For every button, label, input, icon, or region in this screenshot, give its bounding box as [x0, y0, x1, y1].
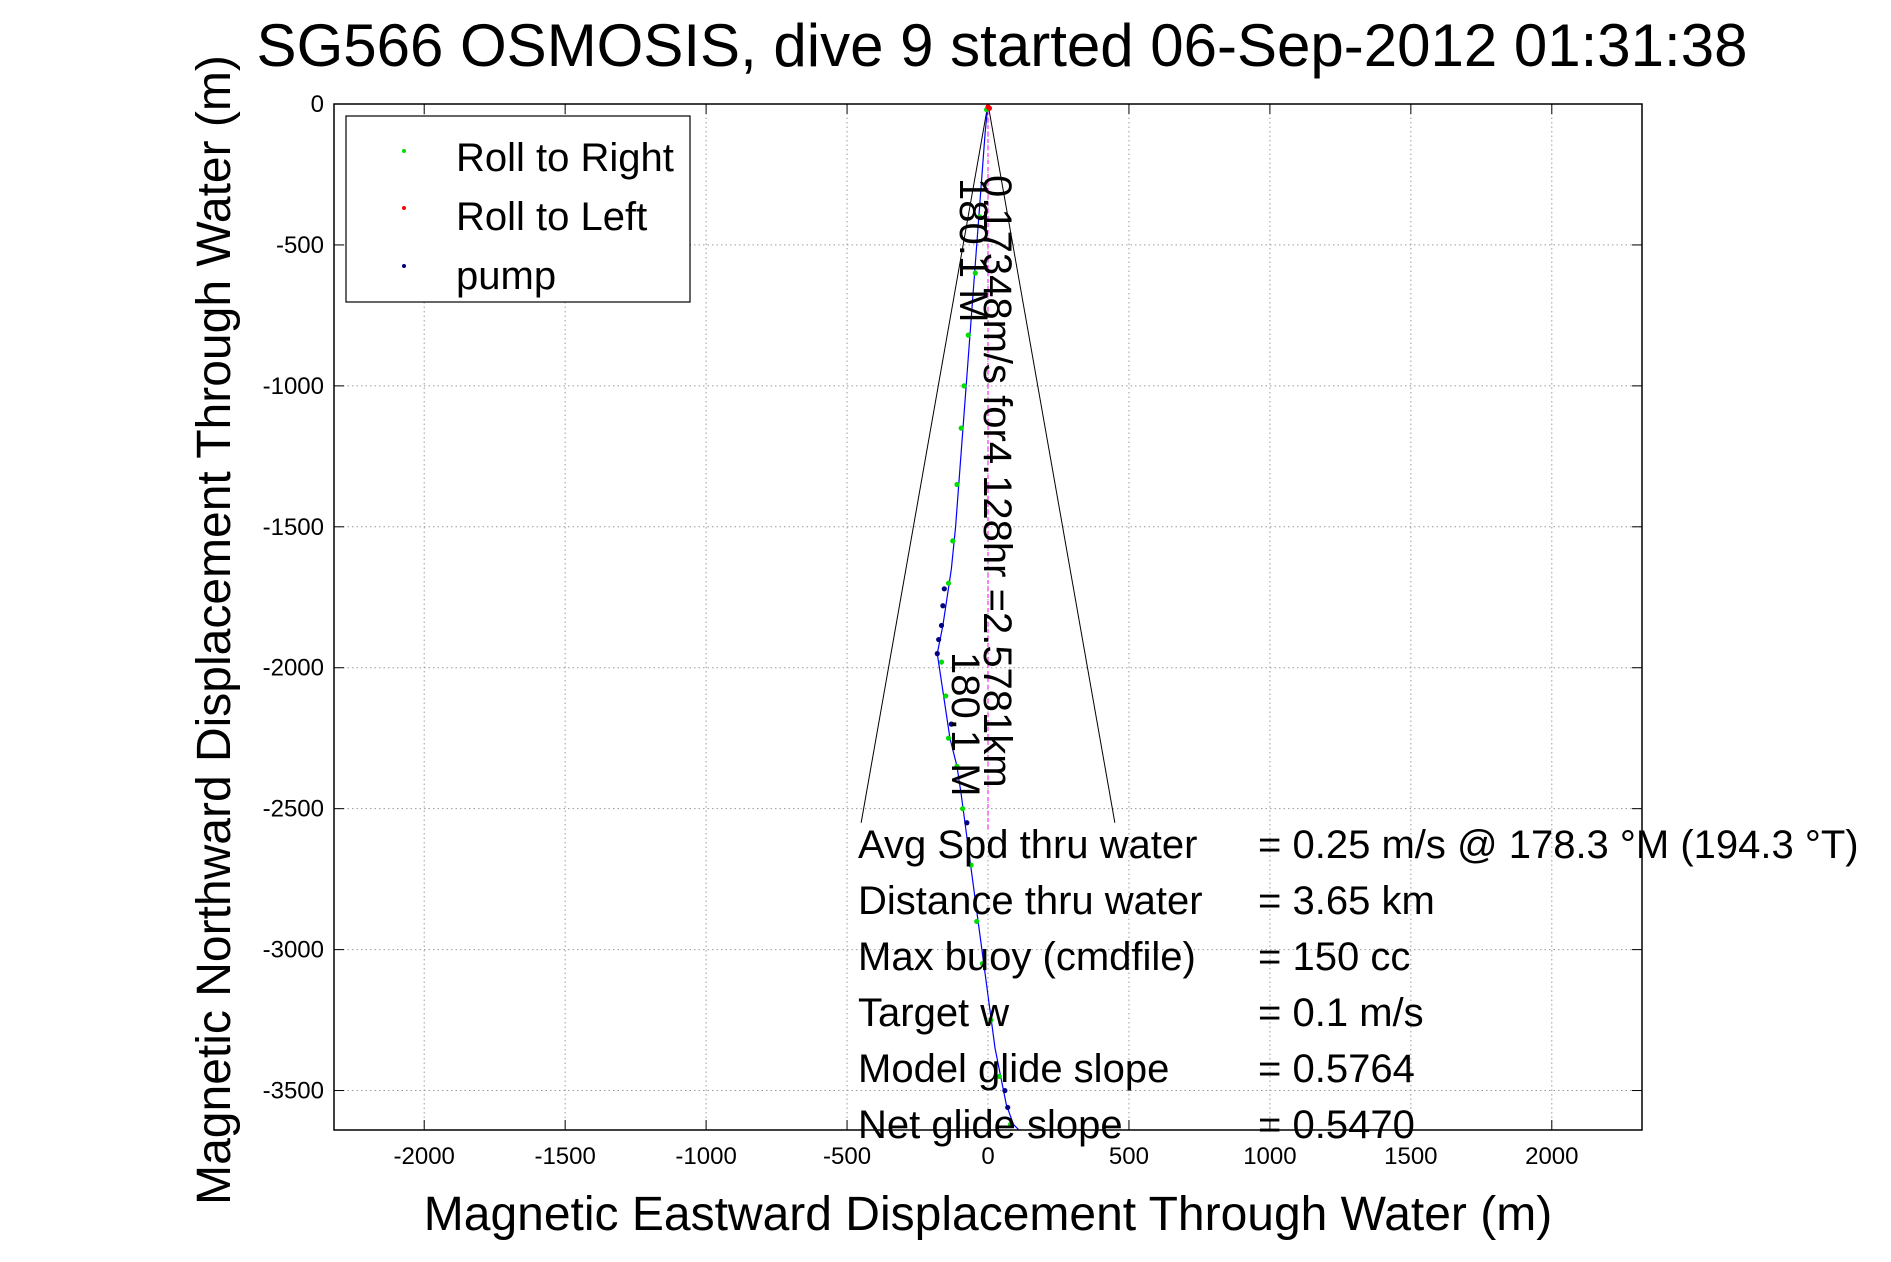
- y-axis-label: Magnetic Northward Displacement Through …: [188, 55, 241, 1205]
- point-pump: [936, 636, 942, 643]
- point-roll-to-right: [972, 270, 978, 276]
- y-tick-label: -1000: [263, 373, 324, 400]
- point-pump: [934, 651, 940, 657]
- data-points: [934, 104, 1014, 1127]
- x-tick-label: 1500: [1384, 1143, 1437, 1170]
- stat-label-model-glide: Model glide slope: [858, 1047, 1169, 1091]
- stat-label-distance: Distance thru water: [858, 879, 1203, 923]
- point-roll-to-right: [938, 659, 945, 665]
- stat-value-target-w: = 0.1 m/s: [1258, 991, 1424, 1035]
- legend-label-roll-left: Roll to Left: [456, 195, 647, 239]
- point-pump: [941, 586, 947, 592]
- point-roll-to-right: [979, 961, 985, 967]
- point-pump: [1005, 1104, 1011, 1111]
- plot-area: -2000 -1500 -1000 -500 0 500 1000 1500 2000 0 -50…: [263, 91, 1643, 1170]
- chart-title: SG566 OSMOSIS, dive 9 started 06-Sep-201…: [257, 12, 1748, 79]
- stat-label-target-w: Target w: [858, 991, 1009, 1035]
- current-annotation: 0.17348m/s for4.128hr =2.5781km: [975, 175, 1019, 788]
- current-cone: [860, 103, 1116, 832]
- cone-line-left: [860, 103, 989, 823]
- legend: Roll to Right Roll to Left pump: [345, 115, 691, 303]
- x-tick-label: -1500: [534, 1143, 595, 1170]
- y-tick-label: -2000: [263, 655, 324, 682]
- stat-label-max-buoy: Max buoy (cmdfile): [858, 935, 1196, 979]
- heading-annotation-upper: 180.1 M: [951, 178, 995, 323]
- point-roll-to-right: [974, 918, 980, 925]
- point-roll-to-left: [986, 105, 993, 111]
- point-roll-to-right: [965, 332, 971, 338]
- point-roll-to-right: [958, 425, 964, 431]
- point-roll-to-right: [950, 538, 956, 544]
- point-roll-to-right: [988, 1017, 994, 1023]
- point-roll-to-right: [976, 214, 983, 220]
- point-pump: [1002, 1087, 1008, 1094]
- heading-annotation-lower: 180.1 M: [943, 652, 987, 797]
- legend-marker-roll-right: [402, 149, 406, 153]
- stat-value-model-glide: = 0.5764: [1258, 1047, 1415, 1091]
- point-roll-to-right: [961, 383, 967, 389]
- legend-marker-pump: [402, 264, 406, 268]
- x-tick-label: -2000: [394, 1143, 455, 1170]
- stat-value-max-buoy: = 150 cc: [1258, 935, 1410, 979]
- stat-label-net-glide: Net glide slope: [858, 1103, 1123, 1147]
- stat-value-avg-speed: = 0.25 m/s @ 178.3 °M (194.3 °T): [1258, 823, 1859, 867]
- y-tick-label: -3000: [263, 937, 324, 964]
- x-tick-label: -500: [823, 1143, 871, 1170]
- point-roll-to-right: [960, 806, 966, 812]
- point-roll-to-right: [945, 580, 952, 586]
- stat-value-distance: = 3.65 km: [1258, 879, 1435, 923]
- cone-line-right: [987, 103, 1116, 823]
- x-axis-ticks: -2000 -1500 -1000 -500 0 500 1000 1500 2000: [394, 104, 1578, 1170]
- point-roll-to-right: [954, 763, 960, 769]
- point-roll-to-right: [996, 1073, 1002, 1080]
- axes-box: [333, 103, 1643, 1131]
- y-axis-ticks: 0 -500 -1000 -1500 -2000 -2500 -3000 -3500: [263, 91, 1642, 1105]
- legend-label-roll-right: Roll to Right: [456, 136, 674, 180]
- legend-marker-roll-left: [402, 206, 406, 210]
- legend-label-pump: pump: [456, 254, 556, 298]
- x-axis-label: Magnetic Eastward Displacement Through W…: [424, 1188, 1552, 1241]
- point-roll-to-right: [945, 735, 952, 741]
- y-tick-label: -3500: [263, 1078, 324, 1105]
- y-tick-label: -1500: [263, 514, 324, 541]
- stat-label-avg-speed: Avg Spd thru water: [858, 823, 1197, 867]
- x-tick-label: 2000: [1525, 1143, 1578, 1170]
- y-tick-label: -500: [276, 232, 324, 259]
- stat-value-net-glide: = 0.5470: [1258, 1103, 1415, 1147]
- point-pump: [948, 721, 954, 727]
- point-pump: [964, 820, 970, 826]
- x-tick-label: 0: [981, 1143, 994, 1170]
- point-roll-to-right: [954, 481, 960, 488]
- point-roll-to-right: [968, 862, 974, 868]
- x-tick-label: 1000: [1243, 1143, 1296, 1170]
- stats-block: Avg Spd thru water = 0.25 m/s @ 178.3 °M…: [858, 823, 1859, 1147]
- point-pump: [940, 603, 946, 609]
- point-pump: [938, 622, 945, 629]
- y-tick-label: -2500: [263, 796, 324, 823]
- x-tick-label: 500: [1109, 1143, 1149, 1170]
- point-roll-to-right: [1007, 1121, 1014, 1127]
- x-tick-label: -1000: [675, 1143, 736, 1170]
- point-roll-to-right: [943, 693, 949, 699]
- y-tick-label: 0: [311, 91, 324, 118]
